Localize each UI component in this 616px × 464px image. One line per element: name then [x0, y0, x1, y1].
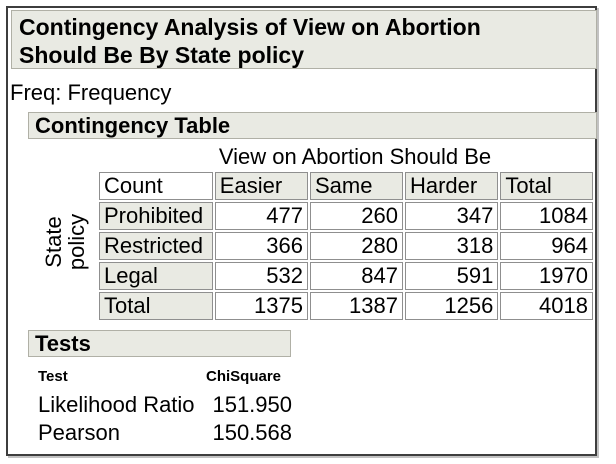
cell-restricted-harder: 318 — [404, 232, 499, 260]
contingency-header-row: Count Easier Same Harder Total — [99, 172, 593, 200]
report-title-line1: Contingency Analysis of View on Abortion — [19, 14, 481, 40]
tests-row-pearson: Pearson 150.568 — [38, 419, 292, 447]
tests-column-header-chisquare: ChiSquare — [206, 368, 282, 385]
cell-prohibited-harder: 347 — [404, 202, 499, 230]
cell-total-total: 4018 — [500, 292, 593, 320]
cell-prohibited-total: 1084 — [500, 202, 593, 230]
column-header-same: Same — [309, 172, 403, 200]
row-axis-label: State policy — [41, 187, 90, 297]
tests-row-likelihood-ratio: Likelihood Ratio 151.950 — [38, 391, 292, 419]
corner-cell-count: Count — [99, 172, 213, 200]
table-row-restricted: Restricted 366 280 318 964 — [99, 232, 593, 260]
cell-prohibited-same: 260 — [309, 202, 403, 230]
row-axis-label-line2: policy — [64, 213, 89, 271]
table-row-prohibited: Prohibited 477 260 347 1084 — [99, 202, 593, 230]
freq-note: Freq: Frequency — [10, 80, 172, 105]
cell-prohibited-easier: 477 — [214, 202, 308, 230]
cell-restricted-easier: 366 — [214, 232, 308, 260]
row-header-restricted: Restricted — [99, 232, 213, 260]
table-row-legal: Legal 532 847 591 1970 — [99, 262, 593, 290]
cell-restricted-same: 280 — [309, 232, 403, 260]
row-axis-label-line1: State — [41, 216, 66, 268]
tests-table: Test ChiSquare Likelihood Ratio 151.950 … — [38, 368, 292, 447]
row-header-legal: Legal — [99, 262, 213, 290]
tests-column-header-test: Test — [38, 368, 68, 385]
section-header-tests[interactable]: Tests — [28, 330, 291, 357]
row-header-total: Total — [99, 292, 213, 320]
column-header-total: Total — [500, 172, 593, 200]
cell-total-easier: 1375 — [214, 292, 308, 320]
row-header-prohibited: Prohibited — [99, 202, 213, 230]
table-row-total: Total 1375 1387 1256 4018 — [99, 292, 593, 320]
cell-legal-same: 847 — [309, 262, 403, 290]
report-title-line2: Should Be By State policy — [19, 42, 304, 68]
column-axis-label: View on Abortion Should Be — [218, 144, 492, 169]
section-header-contingency-table[interactable]: Contingency Table — [28, 112, 597, 139]
column-header-easier: Easier — [214, 172, 308, 200]
contingency-table: Count Easier Same Harder Total Prohibite… — [97, 170, 595, 322]
test-value-pearson: 150.568 — [212, 420, 292, 445]
column-header-harder: Harder — [404, 172, 499, 200]
test-name-likelihood-ratio: Likelihood Ratio — [38, 392, 195, 417]
report-title[interactable]: Contingency Analysis of View on Abortion… — [11, 10, 597, 69]
test-value-likelihood-ratio: 151.950 — [212, 392, 292, 417]
cell-total-harder: 1256 — [404, 292, 499, 320]
tests-header-row: Test ChiSquare — [38, 368, 292, 391]
cell-legal-easier: 532 — [214, 262, 308, 290]
contingency-report-window: Contingency Analysis of View on Abortion… — [6, 6, 597, 456]
cell-restricted-total: 964 — [500, 232, 593, 260]
test-name-pearson: Pearson — [38, 420, 120, 445]
cell-total-same: 1387 — [309, 292, 403, 320]
cell-legal-total: 1970 — [500, 262, 593, 290]
cell-legal-harder: 591 — [404, 262, 499, 290]
